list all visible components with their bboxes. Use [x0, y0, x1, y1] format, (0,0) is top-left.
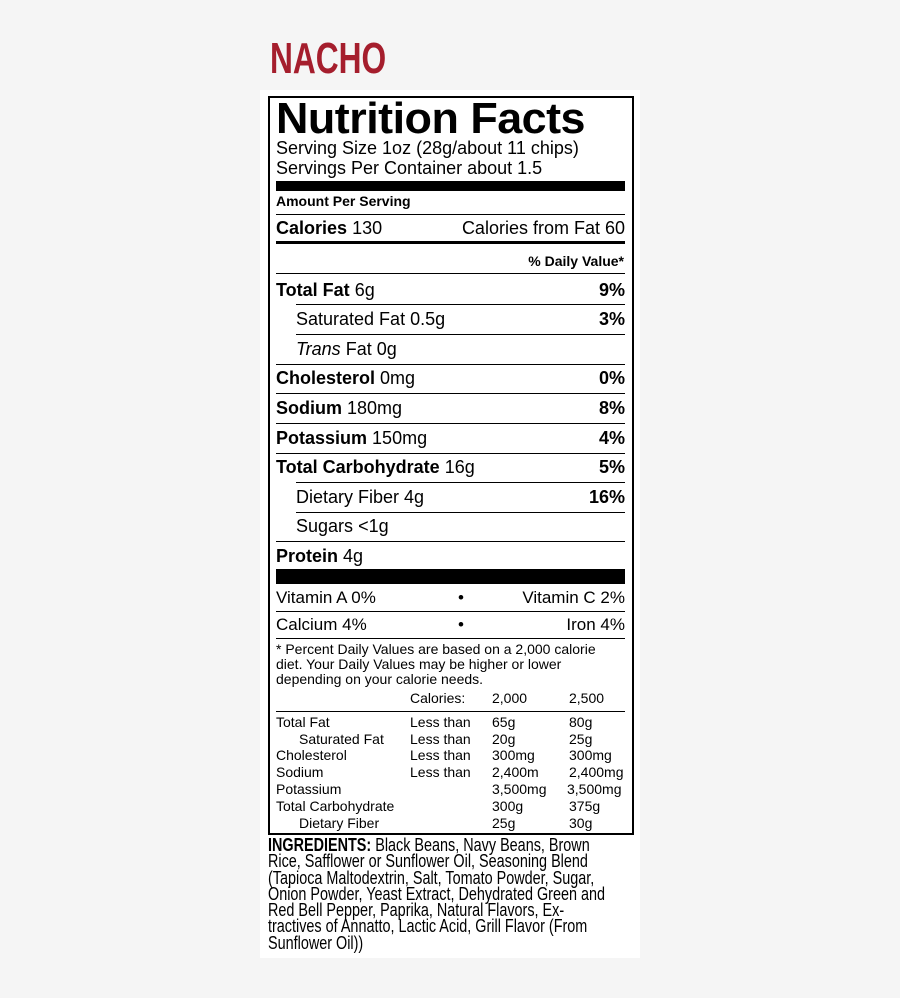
nutrient-row-potassium: Potassium 150mg 4%: [276, 428, 625, 448]
calories-value: 130: [352, 218, 383, 238]
footnote: * Percent Daily Values are based on a 2,…: [276, 641, 596, 687]
divider: [276, 611, 625, 612]
serving-size: Serving Size 1oz (28g/about 11 chips): [276, 138, 579, 158]
ingredients: INGREDIENTS: Black Beans, Navy Beans, Br…: [268, 835, 606, 953]
divider: [276, 241, 625, 244]
divider: [276, 273, 625, 274]
divider: [276, 453, 625, 454]
divider: [276, 214, 625, 215]
nutrient-row-total-fat: Total Fat 6g 9%: [276, 280, 625, 300]
nutrient-row-saturated-fat: Saturated Fat 0.5g 3%: [296, 309, 625, 329]
divider: [276, 638, 625, 639]
thick-divider: [276, 181, 625, 191]
nutrient-row-trans-fat: Trans Fat 0g: [296, 339, 397, 359]
divider: [296, 304, 625, 305]
calories-row: Calories 130 Calories from Fat 60: [276, 217, 625, 239]
label-panel: [260, 90, 640, 958]
nutrition-facts-title: Nutrition Facts: [276, 94, 586, 143]
nutrition-facts-box: [268, 96, 634, 835]
nutrient-row-sodium: Sodium 180mg 8%: [276, 398, 625, 418]
amount-per-serving: Amount Per Serving: [276, 193, 411, 209]
nutrient-row-cholesterol: Cholesterol 0mg 0%: [276, 368, 625, 388]
daily-value-header: % Daily Value*: [528, 253, 624, 269]
dv-table-header: 2,500: [569, 690, 605, 706]
ingredients-label: INGREDIENTS:: [268, 835, 372, 855]
calories-from-fat: Calories from Fat 60: [461, 218, 625, 238]
nutrient-row-total-carbohydrate: Total Carbohydrate 16g 5%: [276, 457, 625, 477]
product-name: NACHO: [270, 34, 387, 83]
divider: [276, 541, 625, 542]
divider: [296, 512, 625, 513]
divider: [276, 423, 625, 424]
calories-label: Calories: [276, 218, 348, 238]
nutrient-row-sugars: Sugars <1g: [296, 516, 389, 536]
servings-per-container: Servings Per Container about 1.5: [276, 158, 543, 178]
dv-table-header: Calories:: [410, 690, 466, 706]
nutrient-row-protein: Protein 4g: [276, 546, 364, 566]
vitamin-row: Vitamin A 0% • Vitamin C 2%: [276, 588, 625, 607]
divider: [296, 334, 625, 335]
divider: [276, 711, 625, 712]
divider: [276, 393, 625, 394]
nutrient-row-dietary-fiber: Dietary Fiber 4g 16%: [296, 487, 625, 507]
divider: [296, 482, 625, 483]
dv-table-header: 2,000: [492, 690, 528, 706]
thick-divider: [276, 569, 625, 584]
bullet: •: [458, 588, 464, 607]
mineral-row: Calcium 4% • Iron 4%: [276, 615, 625, 634]
divider: [276, 364, 625, 365]
bullet: •: [458, 615, 464, 634]
